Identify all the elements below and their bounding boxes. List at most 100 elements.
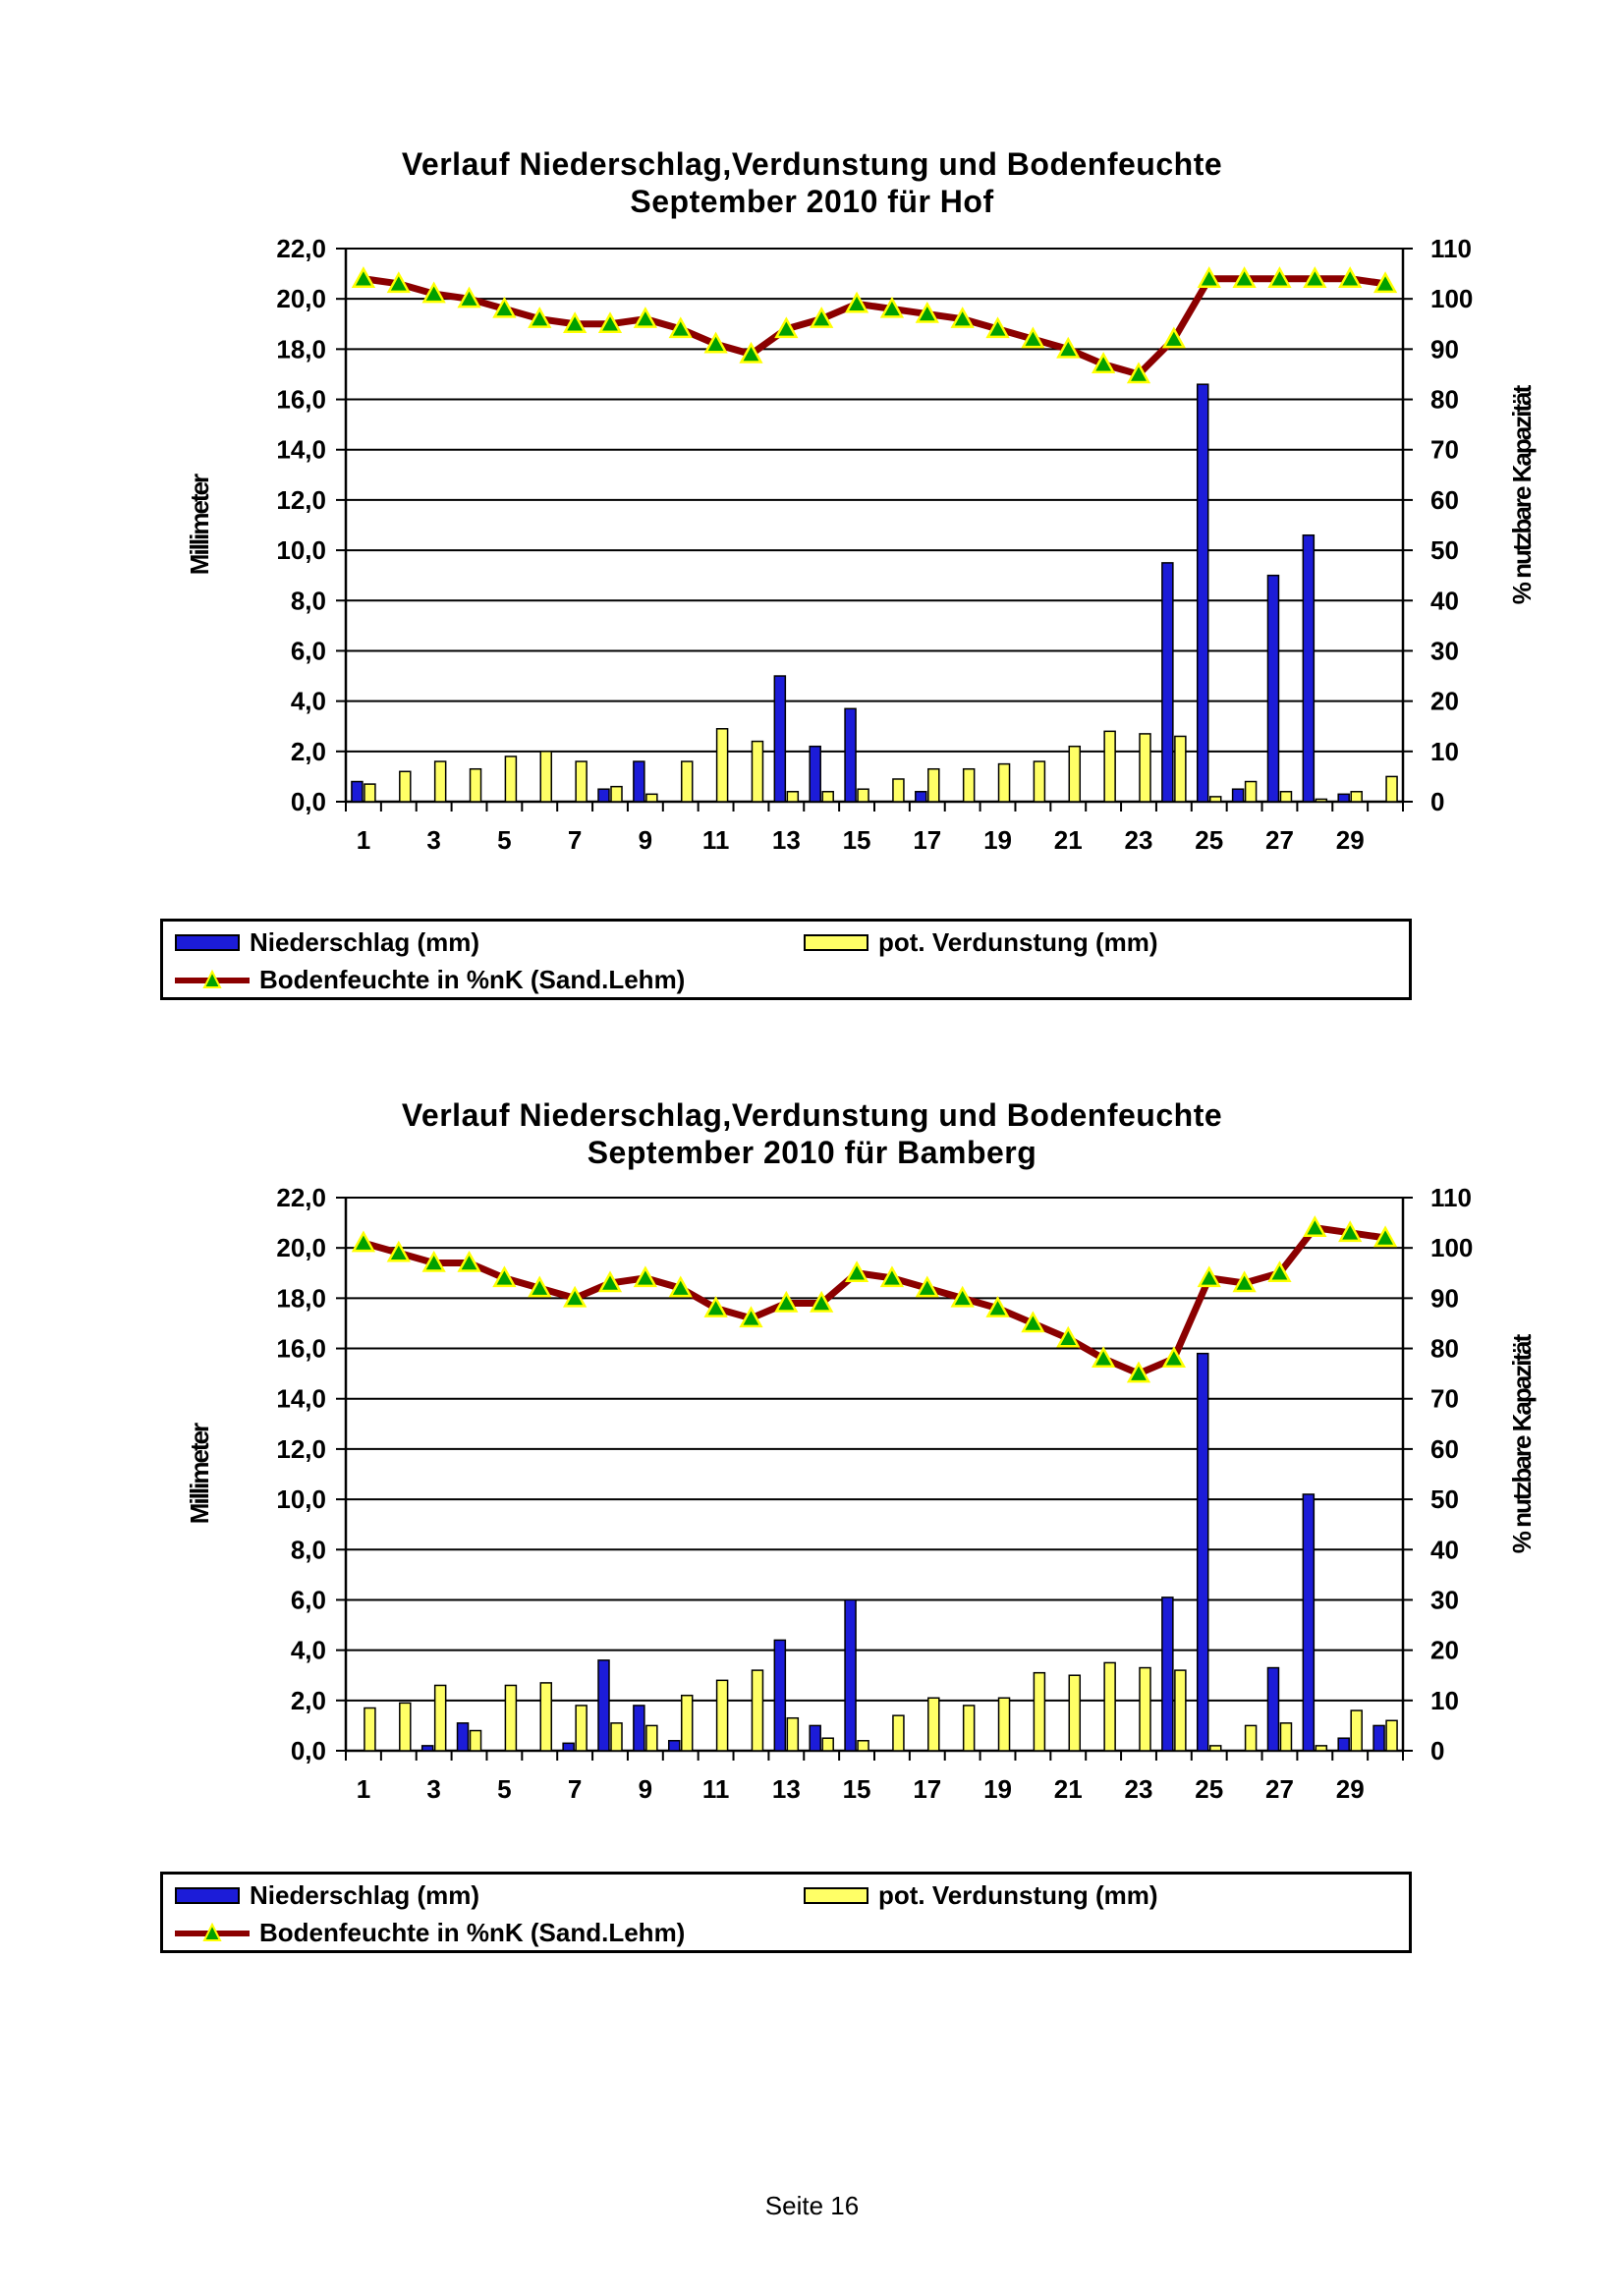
y2-tick-label: 80 [1430, 385, 1459, 415]
bar-verdunstung [1208, 1745, 1222, 1752]
bar-verdunstung [857, 788, 869, 803]
bar-niederschlag [1337, 793, 1350, 803]
bar-verdunstung [821, 791, 834, 803]
marker-bodenfeuchte [597, 1270, 623, 1293]
bar-verdunstung [399, 770, 412, 803]
y-tick-label: 12,0 [276, 1434, 326, 1464]
y2-tick-label: 110 [1430, 234, 1472, 263]
marker-bodenfeuchte [844, 291, 869, 313]
y2-tick-label: 80 [1430, 1334, 1459, 1364]
x-tick-label: 21 [1054, 825, 1083, 855]
legend-label-verdunstung: pot. Verdunstung (mm) [878, 927, 1158, 957]
bar-niederschlag [1161, 562, 1174, 803]
marker-bodenfeuchte [492, 1265, 517, 1288]
bar-verdunstung [504, 1684, 518, 1752]
y-tick-label: 20,0 [276, 284, 326, 313]
y2-tick-label: 70 [1430, 435, 1459, 465]
bar-verdunstung [469, 1729, 482, 1752]
marker-bodenfeuchte [563, 311, 588, 334]
bar-verdunstung [504, 756, 518, 803]
y-tick-label: 2,0 [291, 1686, 326, 1715]
legend-item-verdunstung: pot. Verdunstung (mm) [804, 1880, 1158, 1911]
y2-tick-label: 60 [1430, 485, 1459, 515]
bar-verdunstung [786, 791, 800, 803]
bar-niederschlag [562, 1742, 575, 1752]
bar-verdunstung [751, 1669, 764, 1752]
x-tick-label: 19 [983, 825, 1012, 855]
y-tick-label: 8,0 [291, 586, 326, 615]
bar-verdunstung [364, 783, 376, 803]
bar-niederschlag [351, 780, 364, 803]
bar-niederschlag [420, 1745, 434, 1752]
marker-bodenfeuchte [386, 1240, 411, 1262]
bar-niederschlag [456, 1722, 470, 1752]
bar-verdunstung [1208, 796, 1222, 803]
bar-verdunstung [997, 1697, 1011, 1752]
y-tick-label: 6,0 [291, 636, 326, 665]
marker-bodenfeuchte [1056, 1325, 1081, 1348]
bar-verdunstung [1385, 775, 1398, 803]
y2-tick-label: 90 [1430, 334, 1459, 364]
x-tick-label: 15 [843, 825, 871, 855]
y-tick-label: 22,0 [276, 234, 326, 263]
bar-verdunstung [1174, 735, 1187, 803]
legend-swatch-bodenfeuchte [175, 1922, 250, 1941]
legend-item-verdunstung: pot. Verdunstung (mm) [804, 927, 1158, 958]
y2-tick-label: 40 [1430, 1535, 1459, 1564]
marker-bodenfeuchte [1021, 1311, 1045, 1333]
bar-verdunstung [1174, 1669, 1187, 1752]
marker-bodenfeuchte [1338, 266, 1363, 288]
marker-bodenfeuchte [421, 1250, 446, 1272]
bar-verdunstung [645, 793, 658, 803]
bar-verdunstung [610, 785, 623, 803]
x-tick-label: 7 [568, 825, 582, 855]
chart-legend: Niederschlag (mm) pot. Verdunstung (mm) … [160, 919, 1412, 1000]
x-tick-label: 1 [357, 825, 370, 855]
bar-verdunstung [680, 1694, 694, 1752]
y2-tick-label: 20 [1430, 687, 1459, 716]
bar-niederschlag [1266, 1666, 1280, 1752]
y2-tick-label: 50 [1430, 535, 1459, 565]
bar-niederschlag [1161, 1596, 1174, 1752]
marker-bodenfeuchte [1232, 1270, 1257, 1293]
y2-tick-label: 0 [1430, 1736, 1444, 1765]
bar-niederschlag [844, 707, 857, 803]
marker-bodenfeuchte [703, 331, 728, 354]
marker-bodenfeuchte [351, 1230, 376, 1253]
bar-niederschlag [809, 745, 821, 803]
x-tick-label: 29 [1336, 825, 1365, 855]
y2-tick-label: 20 [1430, 1636, 1459, 1665]
y2-tick-label: 110 [1430, 1183, 1472, 1212]
chart-title-line2: September 2010 für Bamberg [587, 1135, 1037, 1170]
y-axis-label: Millimeter [185, 1423, 214, 1524]
bar-niederschlag [844, 1598, 857, 1752]
bar-verdunstung [1350, 1709, 1363, 1752]
y-tick-label: 18,0 [276, 1283, 326, 1313]
x-tick-label: 9 [639, 1774, 652, 1804]
y2-tick-label: 10 [1430, 1686, 1459, 1715]
bar-verdunstung [1315, 798, 1328, 803]
chart-title: Verlauf Niederschlag,Verdunstung und Bod… [0, 145, 1624, 220]
legend-swatch-verdunstung [804, 934, 868, 951]
y2-tick-label: 100 [1430, 284, 1473, 313]
marker-bodenfeuchte [457, 1250, 481, 1272]
bar-verdunstung [892, 778, 905, 803]
bar-verdunstung [962, 767, 976, 803]
bar-niederschlag [915, 791, 927, 803]
bar-niederschlag [1196, 1352, 1209, 1752]
legend-item-niederschlag: Niederschlag (mm) [175, 927, 479, 958]
bar-verdunstung [715, 1679, 729, 1752]
legend-item-bodenfeuchte: Bodenfeuchte in %nK (Sand.Lehm) [175, 1918, 685, 1948]
bar-niederschlag [1196, 383, 1209, 803]
bar-verdunstung [892, 1714, 905, 1752]
x-tick-label: 27 [1265, 825, 1294, 855]
bar-verdunstung [857, 1740, 869, 1752]
chart-legend: Niederschlag (mm) pot. Verdunstung (mm) … [160, 1872, 1412, 1953]
legend-swatch-niederschlag [175, 1887, 240, 1904]
x-tick-label: 11 [702, 1774, 730, 1804]
marker-bodenfeuchte [985, 1296, 1010, 1317]
y-tick-label: 0,0 [291, 787, 326, 816]
x-tick-label: 29 [1336, 1774, 1365, 1804]
bar-verdunstung [1244, 1724, 1258, 1752]
bar-verdunstung [997, 762, 1011, 803]
